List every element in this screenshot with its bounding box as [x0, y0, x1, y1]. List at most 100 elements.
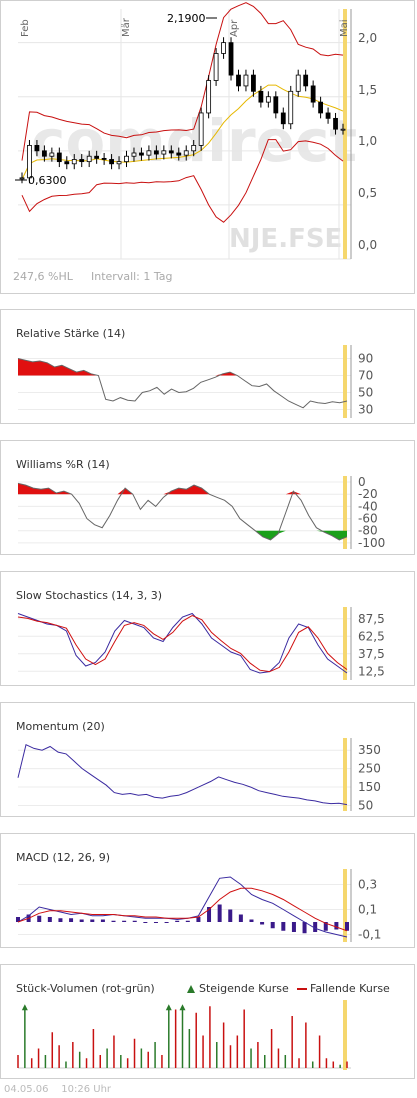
legend-up-icon [187, 985, 195, 993]
candle [71, 154, 77, 170]
candle [206, 75, 212, 119]
legend-down: Fallende Kurse [297, 982, 390, 995]
williams-tick-4: -80 [358, 524, 378, 538]
macd-histogram-bar [291, 922, 296, 932]
momentum-line [17, 743, 348, 806]
candle-body [124, 155, 129, 163]
candle-body [265, 96, 271, 103]
candle-body [176, 152, 182, 156]
candle-body [333, 117, 338, 130]
macd-histogram-bar [90, 919, 95, 922]
volume-arrow-icon [179, 1004, 186, 1011]
macd-histogram-bar [345, 922, 349, 931]
candle [325, 107, 331, 124]
interval-label: Intervall: 1 Tag [91, 270, 173, 283]
macd-line-1 [17, 887, 348, 932]
candle [64, 156, 70, 170]
macd-panel: MACD (12, 26, 9) 0,3 0,1 -0,1 [0, 833, 415, 948]
candle-body [191, 145, 197, 152]
macd-tick-2: -0,1 [358, 928, 381, 942]
candle [41, 145, 47, 162]
candle [176, 147, 182, 161]
candle [273, 91, 279, 119]
candle [109, 154, 114, 170]
candle [27, 140, 32, 184]
candle [295, 69, 301, 97]
volume-chart [17, 1000, 351, 1070]
candle-body [273, 96, 279, 114]
candle-body [153, 150, 159, 155]
range-label: 247,6 %HL [13, 270, 74, 283]
volume-title: Stück-Volumen (rot-grün) [16, 982, 155, 995]
macd-today [343, 869, 347, 942]
candle [280, 107, 286, 130]
macd-histogram-bar [196, 917, 201, 922]
volume-arrow-icon [21, 1004, 28, 1011]
candle-body [340, 128, 346, 131]
williams-title: Williams %R (14) [16, 458, 110, 471]
candle [265, 91, 271, 108]
candle-body [34, 145, 40, 152]
macd-histogram-bar [217, 904, 222, 922]
macd-histogram-bar [323, 922, 328, 931]
rsi-chart: 90 70 50 30 [17, 345, 373, 418]
williams-tick-0: 0 [358, 475, 366, 489]
candle [19, 172, 25, 184]
momentum-chart: 350 250 150 50 [17, 738, 381, 812]
x-tick-apr: Apr [229, 19, 240, 37]
candle [228, 37, 234, 81]
candle [139, 147, 144, 161]
stoch-title: Slow Stochastics (14, 3, 3) [16, 589, 162, 602]
candle-body [251, 74, 256, 92]
macd-histogram-bar [260, 922, 265, 925]
candle-body [161, 150, 167, 155]
x-tick-mar: Mär [121, 17, 132, 37]
macd-histogram-bar [313, 922, 318, 932]
williams-today [343, 476, 347, 549]
williams-tick-2: -40 [358, 499, 378, 513]
williams-tick-1: -20 [358, 487, 378, 501]
candle-body [236, 74, 241, 87]
candle-body [86, 155, 92, 163]
candle-body [19, 177, 25, 180]
macd-histogram-bar [228, 909, 233, 922]
candle-body [56, 152, 62, 163]
macd-histogram-bar [207, 907, 212, 922]
footer-time: 10:26 Uhr [61, 1084, 112, 1095]
williams-line [17, 482, 348, 541]
candle [318, 96, 324, 119]
candle [161, 145, 167, 160]
macd-histogram-bar [175, 920, 180, 922]
candle-body [116, 161, 122, 165]
rsi-panel: Relative Stärke (14) 90 70 50 30 [0, 309, 415, 424]
candle [131, 147, 137, 162]
y-tick-2-0: 2,0 [358, 31, 377, 45]
macd-histogram-bar [132, 920, 137, 922]
y-tick-1-0: 1,0 [358, 134, 377, 148]
candle-body [221, 42, 226, 54]
candle [191, 140, 197, 157]
stoch-tick-3: 12,5 [358, 664, 385, 678]
candle [146, 145, 152, 161]
candle-body [27, 145, 32, 179]
rsi-tick-1: 70 [358, 369, 373, 383]
macd-histogram-bar [164, 922, 169, 923]
candle-body [280, 112, 286, 125]
macd-histogram-bar [249, 919, 254, 922]
candle [101, 152, 107, 165]
macd-histogram-bar [58, 918, 63, 922]
x-tick-mai: Mai [339, 19, 350, 37]
y-tick-0-0: 0,0 [358, 238, 377, 252]
candle [49, 147, 55, 162]
macd-histogram-bar [122, 920, 127, 922]
stoch-today [343, 607, 347, 680]
candle-body [228, 42, 234, 76]
macd-tick-1: 0,1 [358, 903, 377, 917]
macd-histogram-bar [238, 914, 243, 922]
candle-body [139, 152, 144, 156]
momentum-tick-3: 50 [358, 798, 373, 812]
macd-histogram-bar [185, 920, 190, 922]
candle [168, 145, 174, 159]
macd-line-0 [17, 876, 348, 938]
stoch-chart: 87,5 62,5 37,5 12,5 [17, 607, 385, 680]
